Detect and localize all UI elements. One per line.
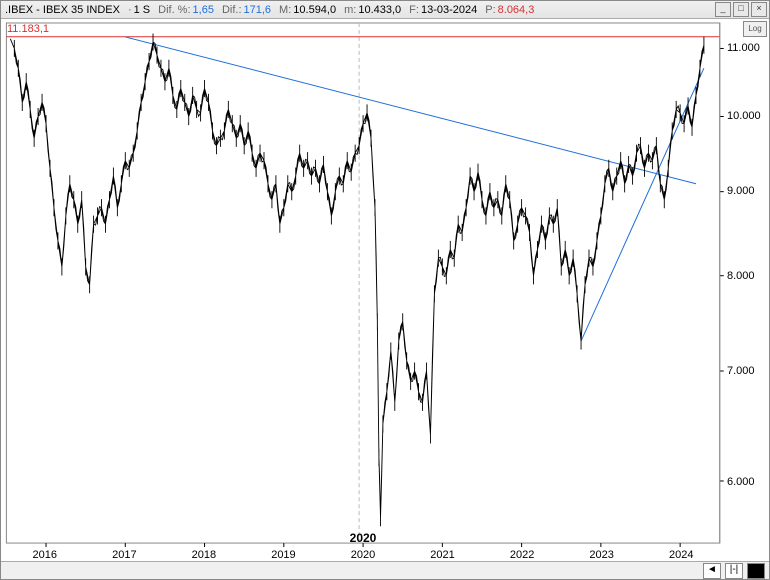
x-axis-tick-label: 2018 (192, 549, 216, 561)
diff-label: Dif.: (222, 4, 242, 16)
max-label: M: (279, 4, 291, 16)
x-axis-tick-label: 2024 (669, 549, 693, 561)
y-axis-tick-label: 8.000 (727, 270, 755, 282)
date-value: 13-03-2024 (421, 4, 477, 16)
x-axis-tick-label: 2016 (33, 549, 57, 561)
chart-window: .IBEX - IBEX 35 INDEX · 1 S Dif. %: 1,65… (0, 0, 770, 580)
title-bar: .IBEX - IBEX 35 INDEX · 1 S Dif. %: 1,65… (1, 1, 769, 19)
x-axis-tick-label: 2022 (510, 549, 534, 561)
plot-area[interactable]: Log 11.183,1 6.0007.0008.0009.00010.0001… (1, 19, 769, 561)
bottom-toolbar: ◄ |-| ■ (1, 561, 769, 579)
x-axis-major-label: 2020 (350, 531, 377, 545)
diff-value: 171,6 (244, 4, 272, 16)
min-label: m: (344, 4, 356, 16)
y-axis-tick-label: 9.000 (727, 185, 755, 197)
x-axis-tick-label: 2021 (430, 549, 454, 561)
close-button[interactable]: × (751, 2, 767, 17)
diff-pct-value: 1,65 (193, 4, 214, 16)
panel-button[interactable]: ■ (747, 563, 765, 579)
date-label: F: (409, 4, 419, 16)
max-value: 10.594,0 (293, 4, 336, 16)
y-axis-tick-label: 7.000 (727, 365, 755, 377)
y-axis-tick-label: 6.000 (727, 476, 755, 488)
x-axis-tick-label: 2017 (112, 549, 136, 561)
maximize-button[interactable]: □ (733, 2, 749, 17)
link-button[interactable]: |-| (725, 563, 743, 579)
min-value: 10.433,0 (358, 4, 401, 16)
log-scale-button[interactable]: Log (743, 21, 767, 37)
symbol-name: .IBEX - IBEX 35 INDEX (5, 4, 120, 16)
p-label: P: (485, 4, 495, 16)
p-value: 8.064,3 (498, 4, 535, 16)
minimize-button[interactable]: _ (715, 2, 731, 17)
chart-svg (1, 19, 769, 561)
y-axis-tick-label: 11.000 (727, 42, 760, 54)
x-axis-tick-label: 2019 (271, 549, 295, 561)
x-axis-tick-label: 2023 (589, 549, 613, 561)
scroll-left-button[interactable]: ◄ (703, 563, 721, 579)
interval: 1 S (134, 4, 151, 16)
x-axis-tick-label: 2020 (351, 549, 375, 561)
y-axis-tick-label: 10.000 (727, 110, 761, 122)
diff-pct-label: Dif. %: (158, 4, 190, 16)
